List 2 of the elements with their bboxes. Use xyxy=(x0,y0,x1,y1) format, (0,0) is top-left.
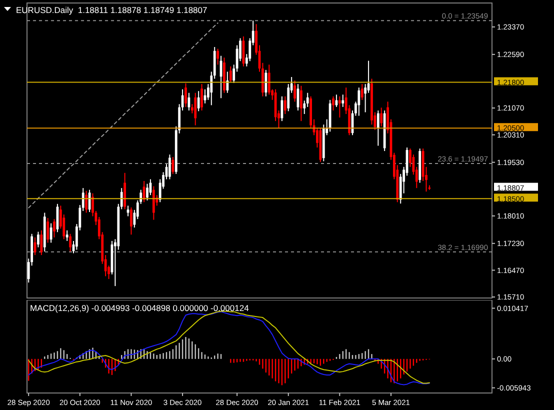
chart-title: MACD(12,26,9) -0.004993 -0.004898 0.000000 -0.000124 xyxy=(30,303,250,313)
chart-title: EURUSD.Daily 1.18811 1.18878 1.18749 1.18807 xyxy=(16,5,208,15)
